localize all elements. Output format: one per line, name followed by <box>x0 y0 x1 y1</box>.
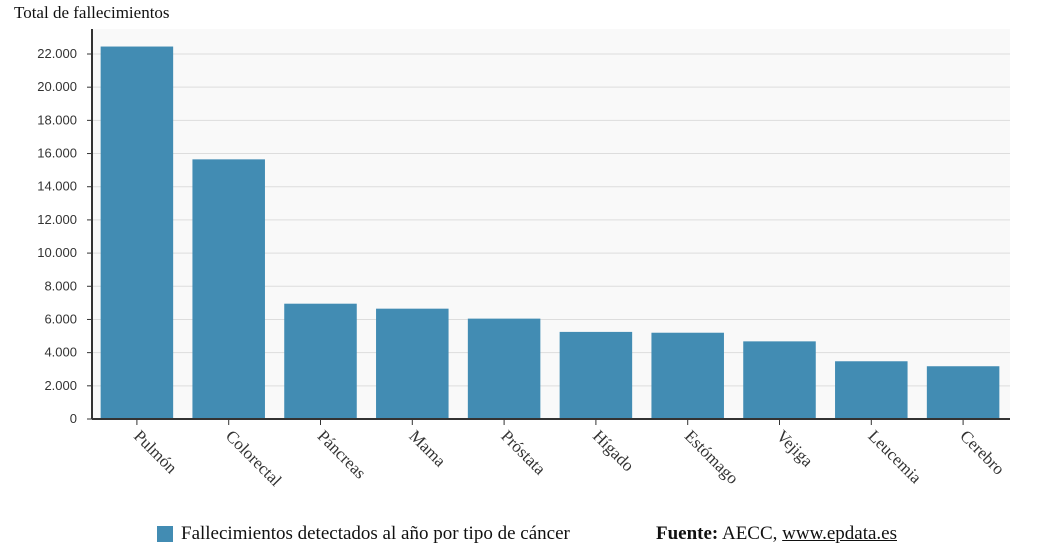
y-tick-label: 8.000 <box>44 278 77 293</box>
bar-chart: Total de fallecimientos 0 2.000 4.000 6.000… <box>14 3 1010 490</box>
x-tick-label: Vejiga <box>773 426 817 470</box>
bars <box>100 46 1000 420</box>
y-tick-label: 14.000 <box>37 179 77 194</box>
y-tick-label: 4.000 <box>44 345 77 360</box>
legend: Fallecimientos detectados al año por tip… <box>157 523 570 545</box>
y-tick-label: 16.000 <box>37 146 77 161</box>
x-tick-label: Mama <box>405 426 449 470</box>
y-tick-label: 2.000 <box>44 378 77 393</box>
y-axis-title: Total de fallecimientos <box>14 3 170 22</box>
bar <box>559 331 633 419</box>
bar <box>835 361 908 419</box>
y-tick-label: 22.000 <box>37 46 77 61</box>
x-tick-label: Hígado <box>589 426 638 475</box>
source-label: Fuente: <box>656 523 719 544</box>
bar <box>192 159 265 419</box>
y-tick-label: 18.000 <box>37 112 77 127</box>
chart-footer: Fallecimientos detectados al año por tip… <box>0 521 1040 549</box>
x-tick-label: Próstata <box>497 426 549 478</box>
source-text: AECC, <box>721 523 783 544</box>
axes <box>91 29 1010 420</box>
y-tick-label: 6.000 <box>44 311 77 326</box>
x-tick-label: Páncreas <box>314 426 370 482</box>
bar <box>100 46 174 420</box>
y-tick-label: 12.000 <box>37 212 77 227</box>
source-link[interactable]: www.epdata.es <box>782 523 897 544</box>
x-tick-label: Leucemia <box>864 426 925 487</box>
y-tick-label: 0 <box>70 411 77 426</box>
x-tick-label: Estómago <box>681 426 743 488</box>
bar <box>926 366 1000 419</box>
y-axis-ticks: 0 2.000 4.000 6.000 8.000 10.000 12.000 14.000 1… <box>37 46 92 426</box>
x-tick-label: Colorectal <box>222 426 286 490</box>
y-tick-label: 20.000 <box>37 79 77 94</box>
bar <box>284 303 357 419</box>
y-tick-label: 10.000 <box>37 245 77 260</box>
bar <box>651 332 724 419</box>
bar <box>376 308 449 419</box>
legend-label: Fallecimientos detectados al año por tip… <box>181 523 570 544</box>
x-tick-label: Cerebro <box>956 426 1008 478</box>
source-credit: Fuente: AECC, www.epdata.es <box>656 523 897 545</box>
x-tick-label: Pulmón <box>130 426 181 477</box>
legend-swatch <box>157 526 173 542</box>
bar <box>467 318 541 419</box>
x-axis-ticks: Pulmón Colorectal Páncreas Mama Próstata Híga… <box>130 419 1008 490</box>
bar <box>743 341 816 419</box>
